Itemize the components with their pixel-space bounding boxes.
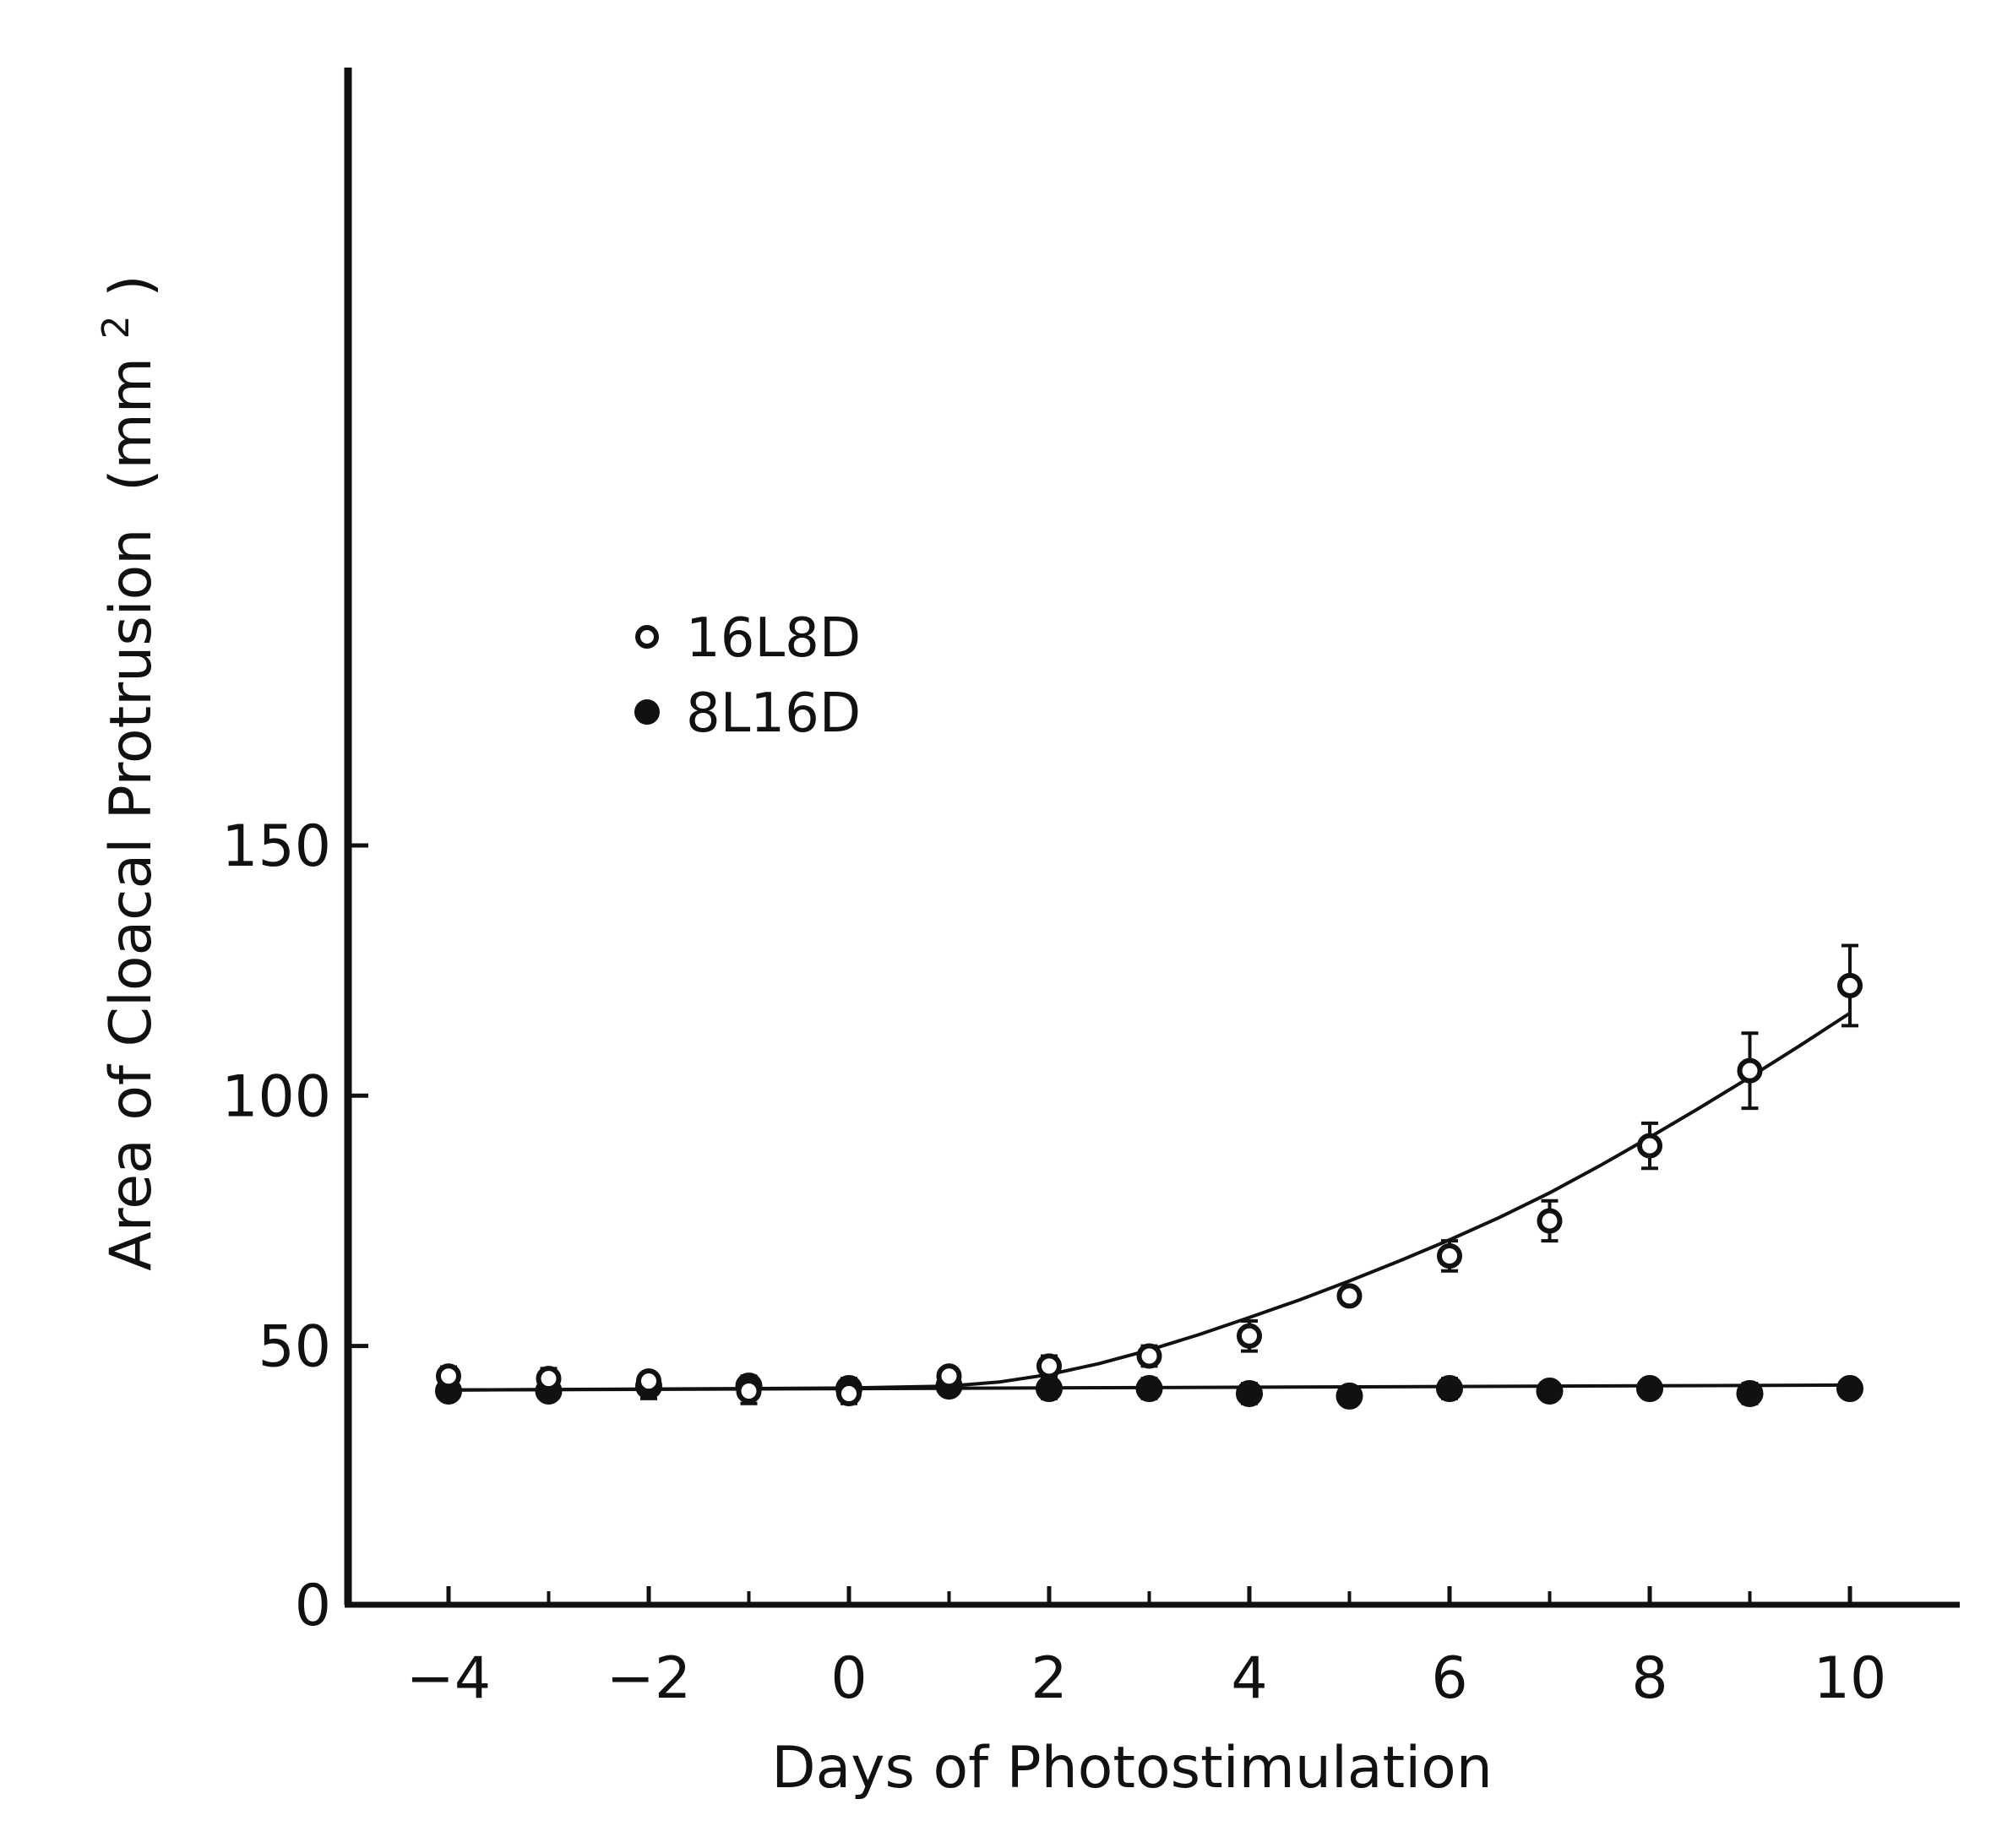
x-tick-label: 2: [1031, 1645, 1067, 1712]
x-axis-title: Days of Photostimulation: [771, 1735, 1493, 1802]
data-point-8L16D: [1736, 1379, 1764, 1407]
x-tick-label: 6: [1431, 1645, 1467, 1712]
data-point-16L8D: [636, 1368, 661, 1394]
data-points: [435, 943, 1863, 1410]
y-axis-title-unit: (mm: [98, 357, 165, 492]
data-point-8L16D: [1436, 1375, 1463, 1403]
y-tick-label: 50: [258, 1314, 331, 1381]
x-tick-label: 8: [1631, 1645, 1667, 1712]
data-point-16L8D: [836, 1380, 862, 1406]
data-point-16L8D: [1537, 1208, 1563, 1234]
x-tick-label: −2: [607, 1645, 691, 1712]
x-tick-label: −4: [406, 1645, 491, 1712]
axes: [344, 68, 1960, 1608]
legend-label-16L8D: 16L8D: [686, 607, 861, 670]
y-ticks: 0 50 100 150: [221, 813, 368, 1639]
legend-item-8L16D: 8L16D: [634, 682, 861, 745]
data-point-16L8D: [1336, 1283, 1363, 1309]
data-point-8L16D: [1036, 1375, 1063, 1403]
data-point-16L8D: [1737, 1057, 1763, 1084]
data-point-16L8D: [1637, 1133, 1662, 1159]
y-axis-title: Area of Cloacal Protrusion (mm 2 ): [76, 274, 165, 1271]
x-tick-label: 4: [1231, 1645, 1267, 1712]
y-tick-label: 0: [295, 1573, 331, 1639]
data-point-16L8D: [436, 1363, 461, 1389]
data-point-16L8D: [1837, 972, 1863, 998]
data-point-16L8D: [1237, 1323, 1262, 1349]
fit-curves: [448, 1011, 1852, 1392]
data-point-8L16D: [1536, 1377, 1564, 1405]
legend-open-circle-marker: [635, 625, 659, 649]
x-tick-label: 10: [1814, 1645, 1887, 1712]
legend-label-8L16D: 8L16D: [686, 682, 861, 745]
x-tick-label: 0: [830, 1645, 867, 1712]
legend-item-16L8D: 16L8D: [635, 607, 861, 670]
y-axis-title-unit-close: ): [98, 274, 165, 297]
data-point-8L16D: [1135, 1375, 1163, 1403]
data-point-8L16D: [1836, 1375, 1863, 1403]
y-axis-title-unit-exponent: 2: [95, 315, 138, 339]
data-point-16L8D: [1036, 1353, 1062, 1379]
legend: 16L8D 8L16D: [634, 607, 861, 745]
data-point-16L8D: [736, 1378, 762, 1404]
data-point-8L16D: [1636, 1375, 1663, 1403]
legend-filled-circle-marker: [634, 699, 660, 725]
data-point-8L16D: [1236, 1379, 1263, 1407]
data-point-16L8D: [536, 1366, 562, 1392]
y-axis-title-label: Area of Cloacal Protrusion: [98, 529, 165, 1271]
data-point-8L16D: [1335, 1382, 1363, 1410]
data-point-16L8D: [1437, 1242, 1462, 1269]
data-point-16L8D: [936, 1363, 962, 1389]
data-point-16L8D: [1136, 1343, 1162, 1369]
y-tick-label: 150: [221, 813, 331, 880]
y-tick-label: 100: [221, 1063, 331, 1130]
x-ticks: −4 −2 0 2 4 6 8 10: [406, 1586, 1886, 1712]
fit-curve-16L8D: [448, 1011, 1852, 1392]
